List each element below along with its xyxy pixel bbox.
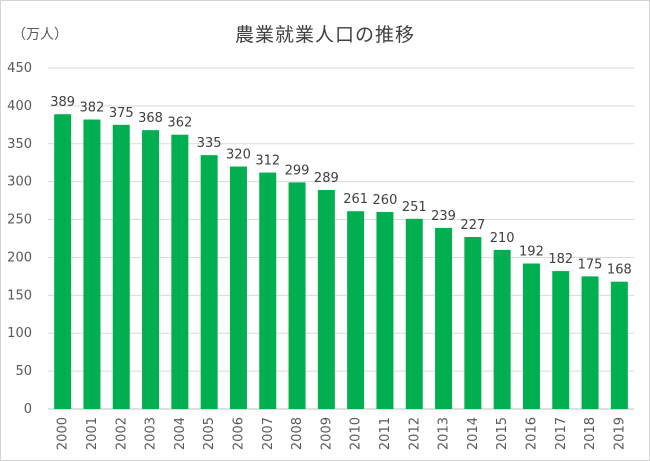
data-label: 382 (80, 101, 105, 116)
y-tick-label: 200 (7, 250, 32, 265)
bar (259, 172, 277, 409)
x-tick-label: 2003 (144, 417, 159, 450)
data-label: 227 (460, 218, 485, 233)
bar (376, 211, 394, 409)
bar (435, 227, 453, 409)
x-tick-label: 2019 (612, 417, 627, 450)
data-label: 299 (285, 163, 310, 178)
x-tick-label: 2011 (378, 417, 393, 450)
data-label: 168 (607, 263, 632, 278)
data-label: 182 (548, 252, 573, 267)
bar (493, 249, 511, 409)
data-label: 192 (519, 245, 544, 260)
y-tick-label: 350 (7, 137, 32, 152)
bar (405, 218, 423, 409)
x-tick-label: 2002 (114, 417, 129, 450)
data-label: 260 (373, 193, 398, 208)
x-tick-label: 2007 (261, 417, 276, 450)
bar (610, 281, 628, 409)
data-label: 210 (490, 231, 515, 246)
x-tick-label: 2010 (349, 417, 364, 450)
data-label: 375 (109, 106, 134, 121)
y-tick-label: 150 (7, 288, 32, 303)
x-tick-label: 2009 (319, 417, 334, 450)
data-label: 389 (50, 95, 75, 110)
data-label: 335 (197, 136, 222, 151)
data-label: 289 (314, 171, 339, 186)
bar (112, 124, 130, 409)
y-tick-label: 400 (7, 99, 32, 114)
y-tick-label: 0 (24, 402, 32, 417)
bar (142, 130, 160, 410)
x-tick-label: 2006 (231, 417, 246, 450)
bar (464, 236, 482, 409)
bars (54, 114, 628, 410)
y-tick-label: 250 (7, 213, 32, 228)
x-tick-label: 2005 (202, 417, 217, 450)
y-tick-label: 100 (7, 326, 32, 341)
bar (317, 190, 335, 409)
x-tick-label: 2008 (290, 417, 305, 450)
bar (347, 211, 365, 409)
y-axis-unit-label: （万人） (12, 27, 68, 43)
data-label: 312 (255, 154, 280, 169)
data-label: 362 (167, 116, 192, 131)
x-tick-label: 2016 (524, 417, 539, 450)
y-tick-label: 50 (15, 364, 32, 379)
y-tick-label: 300 (7, 175, 32, 190)
bar (200, 155, 218, 409)
data-label: 251 (402, 200, 427, 215)
x-tick-label: 2018 (583, 417, 598, 450)
x-tick-label: 2015 (495, 417, 510, 450)
bar (581, 276, 599, 409)
data-label: 261 (343, 192, 368, 207)
data-labels: 389 382 375 368 362 335 320 312 299 289 261 260 251 2… (50, 95, 632, 277)
x-tick-label: 2004 (173, 417, 188, 450)
bar (54, 114, 72, 410)
bar (83, 119, 101, 409)
bar (171, 134, 189, 409)
bar (229, 166, 247, 409)
x-tick-label: 2012 (407, 417, 422, 450)
data-label: 175 (578, 257, 603, 272)
x-tick-label: 2001 (85, 417, 100, 450)
x-tick-label: 2014 (466, 417, 481, 450)
data-label: 368 (138, 111, 163, 126)
bar (288, 182, 306, 409)
data-label: 320 (226, 148, 251, 163)
x-axis-ticks: 2000 2001 2002 2003 2004 2005 2006 2007 2008 2009… (56, 417, 628, 450)
data-label: 239 (431, 209, 456, 224)
x-tick-label: 2013 (437, 417, 452, 450)
bar (552, 271, 570, 409)
chart-title: 農業就業人口の推移 (234, 24, 415, 46)
x-tick-label: 2017 (554, 417, 569, 450)
x-tick-label: 2000 (56, 417, 71, 450)
gridlines (48, 67, 634, 410)
y-axis-ticks: 0 50 100 150 200 250 300 350 400 450 (7, 61, 32, 417)
bar (522, 263, 540, 409)
y-tick-label: 450 (7, 61, 32, 76)
